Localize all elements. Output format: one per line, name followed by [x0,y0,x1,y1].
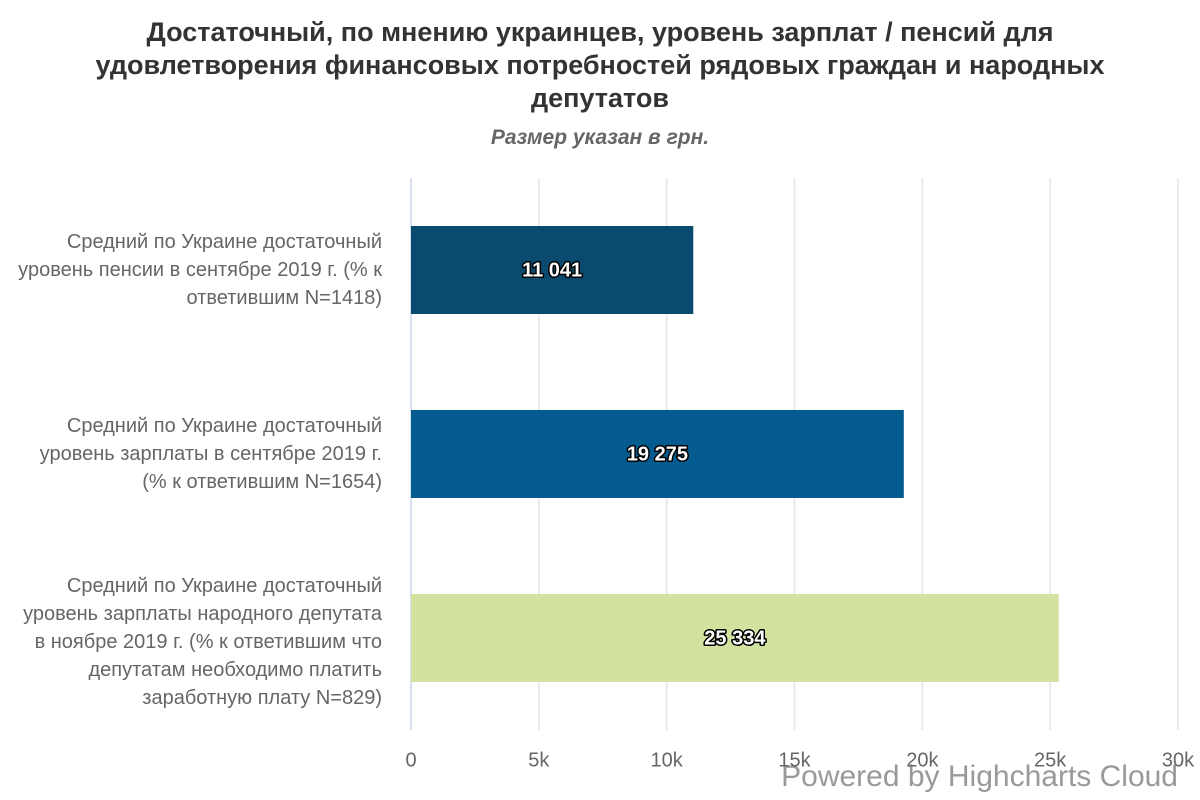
bar [411,226,694,314]
x-tick-label: 25k [1034,749,1067,771]
bar [411,594,1059,682]
chart-title: Достаточный, по мнению украинцев, уровен… [95,17,1105,113]
y-tick-label: Средний по Украине достаточный уровень з… [23,575,382,709]
bar [411,410,904,498]
y-tick-label: Средний по Украине достаточный уровень п… [18,231,382,309]
x-tick-label: 5k [528,749,550,771]
value-label: 11 041 [522,259,582,281]
x-tick-label: 20k [906,749,939,771]
value-label: 25 334 [704,627,766,649]
chart-subtitle: Размер указан в грн. [490,126,710,149]
y-tick-label: Средний по Украине достаточный уровень з… [39,415,382,493]
x-tick-label: 15k [778,749,811,771]
x-tick-label: 30k [1162,749,1195,771]
value-label: 19 275 [627,443,688,465]
x-tick-label: 10k [651,749,684,771]
credits: Powered by Highcharts Cloud [781,760,1178,793]
x-tick-label: 0 [405,749,416,771]
